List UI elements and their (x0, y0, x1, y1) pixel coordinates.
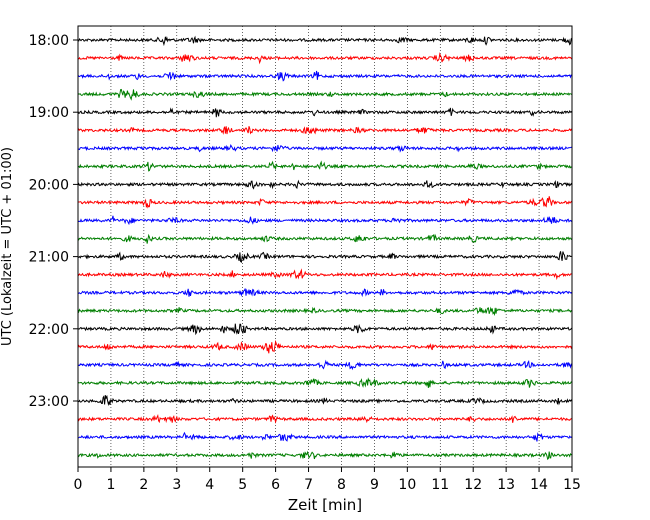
y-tick-label-19:00: 19:00 (29, 105, 69, 121)
x-tick-label-13: 13 (497, 477, 515, 493)
trace-1845 (77, 88, 573, 101)
trace-1900 (77, 107, 573, 118)
trace-2200 (77, 323, 573, 336)
x-tick-label-15: 15 (563, 477, 581, 493)
trace-2145 (77, 306, 573, 317)
trace-1815 (77, 51, 573, 65)
x-tick-label-11: 11 (431, 477, 449, 493)
trace-2100 (77, 251, 573, 263)
trace-2115 (77, 268, 573, 281)
x-axis-label: Zeit [min] (288, 496, 362, 514)
x-tick-label-8: 8 (337, 477, 346, 493)
x-tick-label-3: 3 (172, 477, 181, 493)
x-axis-ticks: 0 1 2 3 4 5 6 7 8 9 10 11 12 13 14 15 (74, 467, 581, 493)
x-tick-label-0: 0 (74, 477, 83, 493)
trace-2215 (77, 339, 573, 354)
x-tick-label-6: 6 (271, 477, 280, 493)
y-tick-label-22:00: 22:00 (29, 322, 69, 338)
trace-1930 (77, 144, 573, 153)
trace-1945 (77, 160, 573, 172)
plot-frame (77, 25, 573, 468)
trace-2045 (77, 233, 573, 244)
x-tick-label-9: 9 (370, 477, 379, 493)
x-tick-label-10: 10 (398, 477, 416, 493)
x-tick-label-4: 4 (205, 477, 214, 493)
y-axis-label: UTC (Lokalzeit = UTC + 01:00) (0, 147, 15, 346)
trace-2030 (77, 215, 573, 226)
x-tick-label-12: 12 (464, 477, 482, 493)
y-tick-label-23:00: 23:00 (29, 394, 69, 410)
y-axis-ticks: 18:00 19:00 20:00 21:00 22:00 23:00 (29, 33, 78, 410)
trace-2300 (77, 394, 573, 407)
trace-1800 (77, 35, 573, 47)
y-tick-label-18:00: 18:00 (29, 33, 69, 49)
y-tick-label-21:00: 21:00 (29, 250, 69, 266)
seismogram-traces (77, 35, 573, 461)
x-tick-label-2: 2 (139, 477, 148, 493)
trace-2130 (77, 288, 573, 298)
trace-2315 (77, 414, 573, 424)
x-tick-label-5: 5 (238, 477, 247, 493)
trace-1830 (77, 70, 573, 82)
y-tick-label-20:00: 20:00 (29, 177, 69, 193)
x-tick-label-14: 14 (530, 477, 548, 493)
x-tick-label-1: 1 (106, 477, 115, 493)
trace-2015 (77, 196, 573, 209)
x-tick-label-7: 7 (304, 477, 313, 493)
trace-2000 (77, 179, 573, 190)
trace-2330 (77, 431, 573, 442)
trace-1915 (77, 126, 573, 135)
trace-2230 (77, 359, 573, 371)
trace-2345 (77, 450, 573, 461)
trace-2245 (77, 377, 573, 388)
